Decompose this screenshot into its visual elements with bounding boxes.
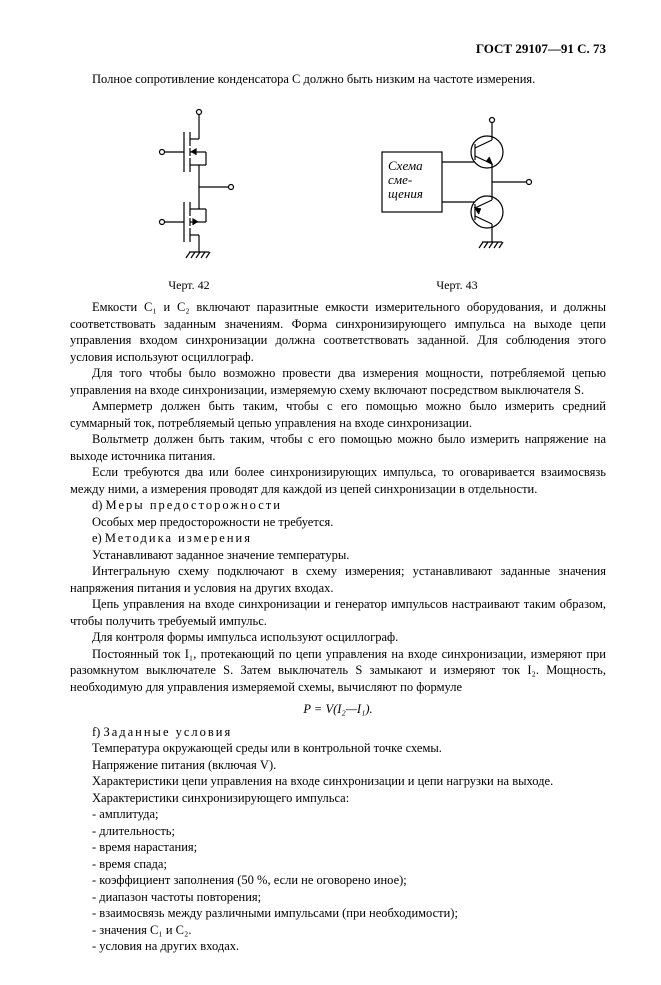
formula: P = V(I₂—I₁). xyxy=(70,701,606,718)
figure-43-caption: Черт. 43 xyxy=(436,278,477,294)
f-list-2: - время нарастания; xyxy=(70,839,606,856)
e5: Постоянный ток I₁, протекающий по цепи у… xyxy=(70,646,606,696)
f-list-0: - амплитуда; xyxy=(70,806,606,823)
e1: Устанавливают заданное значение температ… xyxy=(70,547,606,564)
f-list-8: - условия на других входах. xyxy=(70,938,606,955)
f-list-5: - диапазон частоты повторения; xyxy=(70,889,606,906)
p1: Емкости C₁ и C₂ включают паразитные емко… xyxy=(70,299,606,365)
page-header: ГОСТ 29107—91 С. 73 xyxy=(70,40,606,57)
fig43-box-line2: сме- xyxy=(388,172,412,187)
intro-paragraph: Полное сопротивление конденсатора C долж… xyxy=(70,71,606,88)
fig43-box-line1: Схема xyxy=(388,158,423,173)
p2: Для того чтобы было возможно провести дв… xyxy=(70,365,606,398)
figure-43: Схема сме- щения Черт. 43 xyxy=(362,102,552,294)
e4: Для контроля формы импульса используют о… xyxy=(70,629,606,646)
p3: Амперметр должен быть таким, чтобы с его… xyxy=(70,398,606,431)
section-e: e) Методика измерения xyxy=(70,530,606,547)
section-f: f) Заданные условия xyxy=(70,724,606,741)
d-title: Меры предосторожности xyxy=(106,498,282,512)
figures-row: Черт. 42 xyxy=(70,102,606,294)
d-label: d) xyxy=(92,498,106,512)
e2: Интегральную схему подключают в схему из… xyxy=(70,563,606,596)
e-title: Методика измерения xyxy=(105,531,252,545)
p4: Вольтметр должен быть таким, чтобы с его… xyxy=(70,431,606,464)
f-list-7: - значения C₁ и C₂. xyxy=(70,922,606,939)
f-list-6: - взаимосвязь между различными импульсам… xyxy=(70,905,606,922)
e3: Цепь управления на входе синхронизации и… xyxy=(70,596,606,629)
e-label: e) xyxy=(92,531,105,545)
figure-42-svg xyxy=(124,102,254,272)
figure-42: Черт. 42 xyxy=(124,102,254,294)
d-body: Особых мер предосторожности не требуется… xyxy=(70,514,606,531)
figure-43-svg: Схема сме- щения xyxy=(362,102,552,272)
f3: Характеристики цепи управления на входе … xyxy=(70,773,606,790)
figure-42-caption: Черт. 42 xyxy=(168,278,209,294)
f-title: Заданные условия xyxy=(103,725,232,739)
f-label: f) xyxy=(92,725,103,739)
f-list-4: - коэффициент заполнения (50 %, если не … xyxy=(70,872,606,889)
f-list-3: - время спада; xyxy=(70,856,606,873)
section-d: d) Меры предосторожности xyxy=(70,497,606,514)
fig43-box-line3: щения xyxy=(388,186,423,201)
f4: Характеристики синхронизирующего импульс… xyxy=(70,790,606,807)
f1: Температура окружающей среды или в контр… xyxy=(70,740,606,757)
f-list-1: - длительность; xyxy=(70,823,606,840)
f2: Напряжение питания (включая V). xyxy=(70,757,606,774)
p5: Если требуются два или более синхронизир… xyxy=(70,464,606,497)
